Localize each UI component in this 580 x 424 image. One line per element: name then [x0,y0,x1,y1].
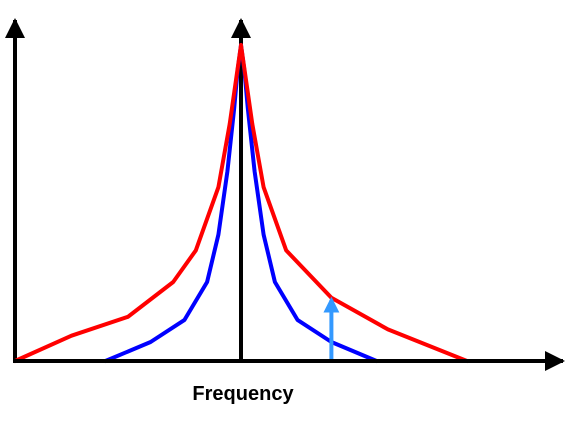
x-axis-label: Frequency [192,383,294,405]
red-series-line [13,43,469,363]
